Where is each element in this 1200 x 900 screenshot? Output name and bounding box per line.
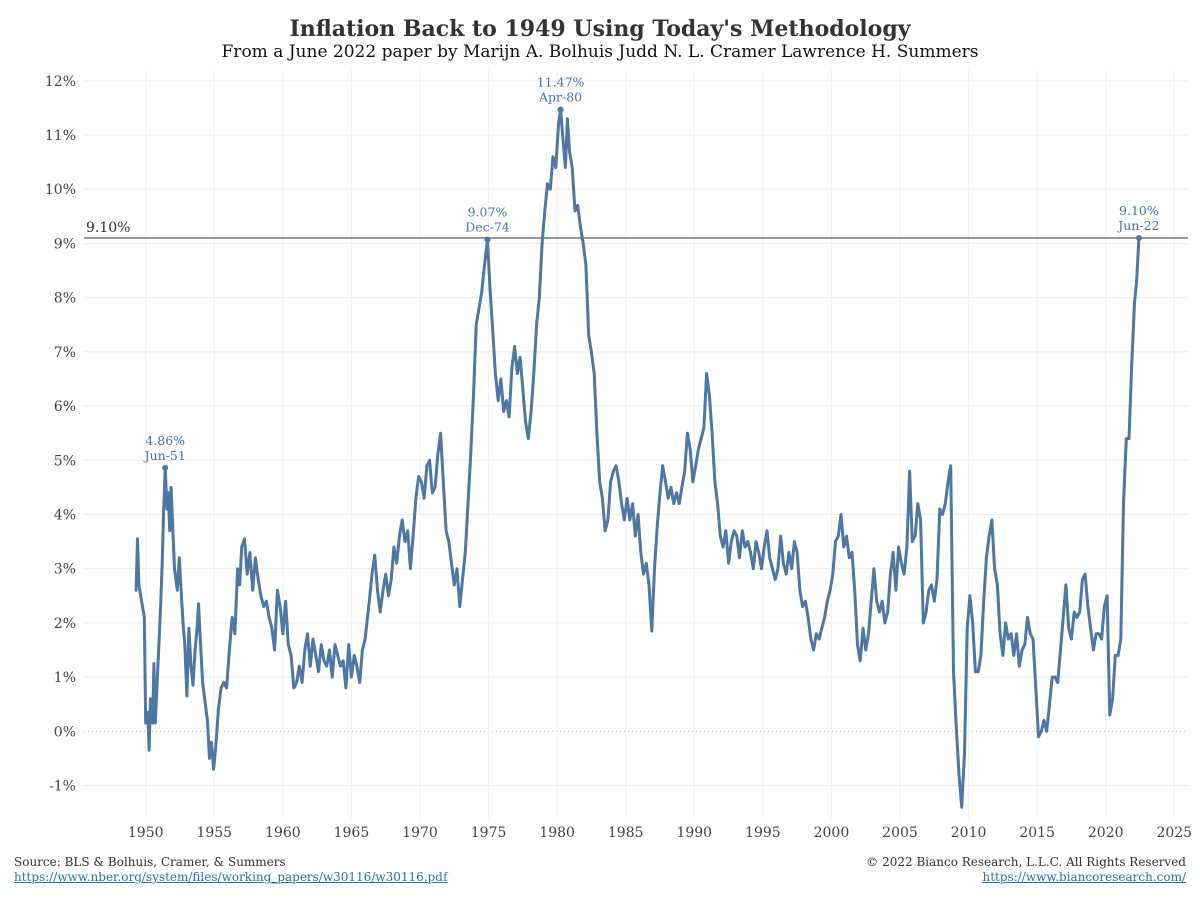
y-tick-label: 11% xyxy=(45,128,76,144)
y-tick-label: 5% xyxy=(54,453,76,469)
y-tick-label: 1% xyxy=(54,670,76,686)
y-tick-label: 12% xyxy=(45,74,76,90)
chart-subtitle: From a June 2022 paper by Marijn A. Bolh… xyxy=(221,42,979,62)
x-tick-label: 2015 xyxy=(1019,825,1055,841)
x-tick-label: 2020 xyxy=(1088,825,1124,841)
x-tick-label: 1970 xyxy=(402,825,438,841)
y-tick-label: 7% xyxy=(54,345,76,361)
annotation-value: 11.47% xyxy=(537,75,585,90)
x-tick-label: 1995 xyxy=(745,825,781,841)
x-tick-label: 2005 xyxy=(882,825,918,841)
x-tick-label: 1965 xyxy=(334,825,370,841)
x-tick-label: 1955 xyxy=(196,825,232,841)
series-group xyxy=(134,108,1141,809)
x-tick-label: 1980 xyxy=(539,825,575,841)
x-tick-label: 2025 xyxy=(1156,825,1192,841)
y-tick-label: 2% xyxy=(54,616,76,632)
y-tick-label: 6% xyxy=(54,399,76,415)
annotation-date: Jun-22 xyxy=(1116,218,1159,233)
annotation-date: Apr-80 xyxy=(538,90,582,105)
y-tick-label: 3% xyxy=(54,562,76,578)
x-tick-label: 1950 xyxy=(128,825,164,841)
annotation-value: 9.07% xyxy=(468,205,508,220)
website-link[interactable]: https://www.biancoresearch.com/ xyxy=(982,870,1186,884)
annotation-marker xyxy=(162,464,169,471)
annotation-marker xyxy=(484,236,491,243)
annotation-value: 9.10% xyxy=(1119,203,1159,218)
reference-line-label: 9.10% xyxy=(86,220,130,236)
grid xyxy=(84,70,1188,818)
x-tick-label: 2010 xyxy=(951,825,987,841)
source-note: Source: BLS & Bolhuis, Cramer, & Summers xyxy=(14,855,286,869)
annotation-date: Jun-51 xyxy=(143,448,186,463)
source-link[interactable]: https://www.nber.org/system/files/workin… xyxy=(14,870,448,884)
x-tick-label: 1975 xyxy=(471,825,507,841)
annotations: 4.86%Jun-51 9.07%Dec-74 11.47%Apr-80 9.10%J… xyxy=(143,75,1160,471)
copyright-note: © 2022 Bianco Research, L.L.C. All Right… xyxy=(866,855,1186,869)
chart-title: Inflation Back to 1949 Using Today's Met… xyxy=(289,16,911,42)
y-tick-label: 9% xyxy=(54,236,76,252)
y-tick-label: 8% xyxy=(54,291,76,307)
annotation-marker xyxy=(557,106,564,113)
series-line xyxy=(134,108,1141,809)
x-tick-label: 1960 xyxy=(265,825,301,841)
y-tick-label: 10% xyxy=(45,182,76,198)
y-tick-label: 4% xyxy=(54,507,76,523)
x-tick-label: 1985 xyxy=(608,825,644,841)
annotation-value: 4.86% xyxy=(145,433,185,448)
reference-line-group: 9.10% xyxy=(84,220,1188,240)
x-tick-label: 2000 xyxy=(814,825,850,841)
y-tick-label: -1% xyxy=(49,778,76,794)
x-axis: 1950 1955 1960 1965 1970 1975 1980 1985 1990 1995… xyxy=(128,825,1192,841)
annotation-date: Dec-74 xyxy=(465,220,510,235)
x-tick-label: 1990 xyxy=(676,825,712,841)
annotation-marker xyxy=(1135,235,1142,242)
y-tick-label: 0% xyxy=(54,724,76,740)
y-axis: -1% 0% 1% 2% 3% 4% 5% 6% 7% 8% 9% 10% 11% 12% xyxy=(45,74,76,795)
